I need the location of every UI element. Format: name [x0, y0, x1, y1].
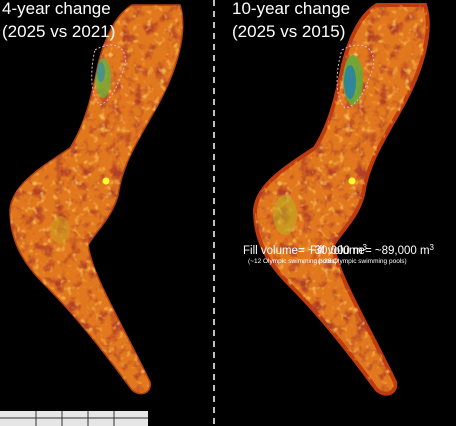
- unit-exponent: 3: [363, 243, 368, 252]
- panel-subtitle: (2025 vs 2021): [2, 22, 115, 41]
- panel-title: 4-year change: [2, 0, 111, 18]
- fill-volume: Fill volume= ~30,000 m3: [243, 243, 368, 257]
- fill-volume-text: Fill volume= ~30,000 m: [243, 245, 363, 257]
- elevation-map: [253, 3, 430, 396]
- elevation-map: [9, 4, 184, 395]
- volume-note: (~12 Olympic swimming pools): [248, 258, 337, 265]
- panel-subtitle: (2025 vs 2015): [232, 22, 345, 41]
- panel-title: 10-year change: [232, 0, 350, 18]
- fill-volume-text: Fill volume= ~89,000 m: [310, 245, 430, 257]
- unit-exponent: 3: [430, 243, 435, 252]
- fill-volume: Fill volume= ~89,000 m3: [310, 243, 435, 257]
- scale-bar: [0, 411, 148, 426]
- volume-note: (~36 Olympic swimming pools): [318, 258, 407, 265]
